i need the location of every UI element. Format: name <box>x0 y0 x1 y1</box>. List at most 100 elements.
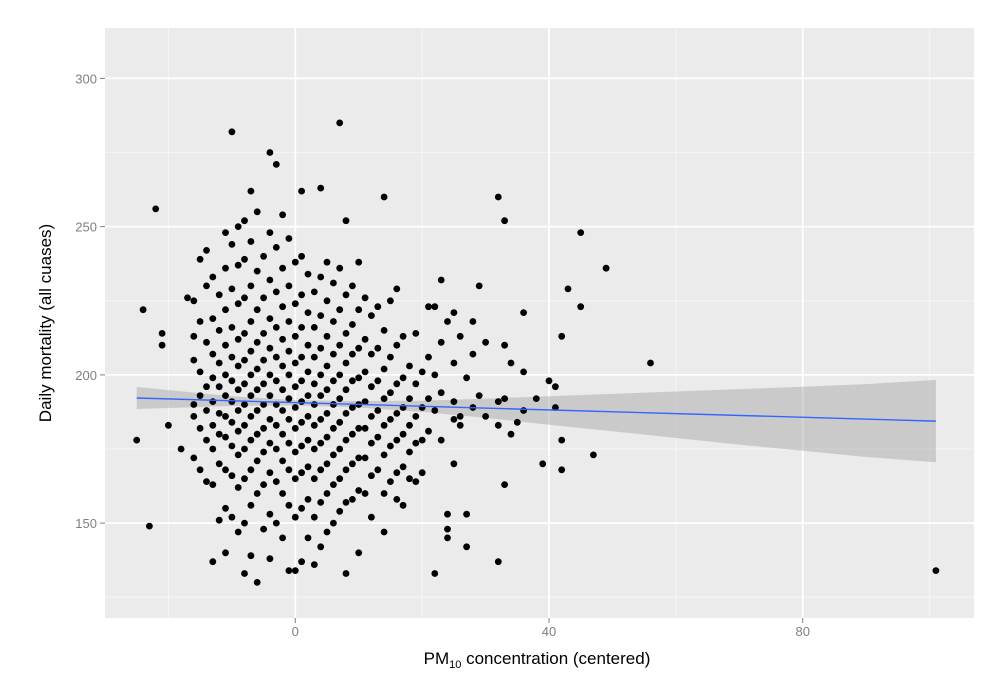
data-point <box>310 445 318 453</box>
data-point <box>380 365 388 373</box>
data-point <box>336 507 344 515</box>
data-point <box>310 324 318 331</box>
data-point <box>323 362 331 370</box>
data-point <box>558 332 566 340</box>
data-point <box>304 534 312 542</box>
data-point <box>330 451 337 459</box>
data-point <box>393 285 401 293</box>
data-point <box>165 421 172 429</box>
data-point <box>253 267 261 275</box>
data-point <box>196 392 204 399</box>
data-point <box>349 496 356 503</box>
data-point <box>228 285 236 293</box>
data-point <box>241 421 248 429</box>
data-point <box>234 407 242 414</box>
data-point <box>234 484 242 491</box>
data-point <box>418 436 426 444</box>
data-point <box>298 398 305 405</box>
data-point <box>342 570 350 577</box>
data-point <box>380 395 388 402</box>
data-points <box>133 119 940 586</box>
data-point <box>222 504 229 512</box>
data-point <box>475 392 483 399</box>
data-point <box>310 401 318 408</box>
data-point <box>291 424 299 432</box>
data-point <box>222 392 229 399</box>
data-point <box>355 454 363 462</box>
data-point <box>647 359 654 367</box>
data-point <box>393 469 401 477</box>
data-point <box>298 418 305 426</box>
data-point <box>177 445 185 453</box>
data-point <box>304 270 312 278</box>
data-point <box>260 252 267 260</box>
data-point <box>241 217 248 225</box>
data-point <box>285 395 293 402</box>
data-point <box>196 466 204 474</box>
data-point <box>266 315 274 322</box>
data-point <box>241 445 248 453</box>
data-point <box>298 353 305 361</box>
data-point <box>247 501 255 509</box>
data-point <box>228 128 236 136</box>
data-point <box>330 424 337 432</box>
minor-gridlines <box>105 28 974 618</box>
data-point <box>260 356 267 364</box>
data-point <box>241 475 248 483</box>
data-point <box>406 448 413 456</box>
data-point <box>330 318 337 325</box>
data-point <box>310 353 318 361</box>
data-point <box>234 223 242 231</box>
data-point <box>215 291 223 299</box>
data-point <box>545 377 553 385</box>
data-point <box>342 436 350 444</box>
x-axis-title: PM10 concentration (centered) <box>424 649 651 671</box>
data-point <box>330 401 337 408</box>
data-point <box>393 410 401 417</box>
data-point <box>342 386 350 394</box>
data-point <box>222 549 229 557</box>
data-point <box>431 371 439 379</box>
x-axis-title-subscript: 10 <box>449 659 461 671</box>
data-point <box>241 401 248 408</box>
data-point <box>444 510 451 518</box>
data-point <box>349 460 356 468</box>
data-point <box>279 335 286 343</box>
data-point <box>266 510 274 518</box>
data-point <box>342 359 350 367</box>
data-point <box>374 344 382 352</box>
data-point <box>291 332 299 340</box>
plot-panel <box>105 28 974 618</box>
data-point <box>279 534 286 542</box>
data-point <box>361 490 369 497</box>
data-point <box>323 490 331 497</box>
data-point <box>247 318 255 325</box>
data-point <box>228 353 236 361</box>
data-point <box>260 448 267 456</box>
data-point <box>469 318 477 325</box>
data-point <box>247 552 255 560</box>
data-point <box>215 410 223 417</box>
data-point <box>590 451 597 459</box>
x-tick-label: 0 <box>292 624 299 639</box>
data-point <box>253 338 261 346</box>
data-point <box>520 368 527 376</box>
data-point <box>520 407 527 414</box>
data-point <box>387 416 394 423</box>
data-point <box>342 291 350 299</box>
data-point <box>532 395 540 402</box>
data-point <box>272 445 280 453</box>
data-point <box>330 377 337 385</box>
data-point <box>247 413 255 420</box>
data-point <box>146 522 153 530</box>
data-point <box>349 377 356 385</box>
data-point <box>279 407 286 414</box>
data-point <box>577 303 585 311</box>
data-point <box>501 395 508 402</box>
data-point <box>222 229 229 237</box>
data-point <box>513 418 521 426</box>
data-point <box>304 341 312 349</box>
data-point <box>260 525 267 533</box>
data-point <box>184 294 191 302</box>
x-axis-title-prefix: PM <box>424 649 450 668</box>
